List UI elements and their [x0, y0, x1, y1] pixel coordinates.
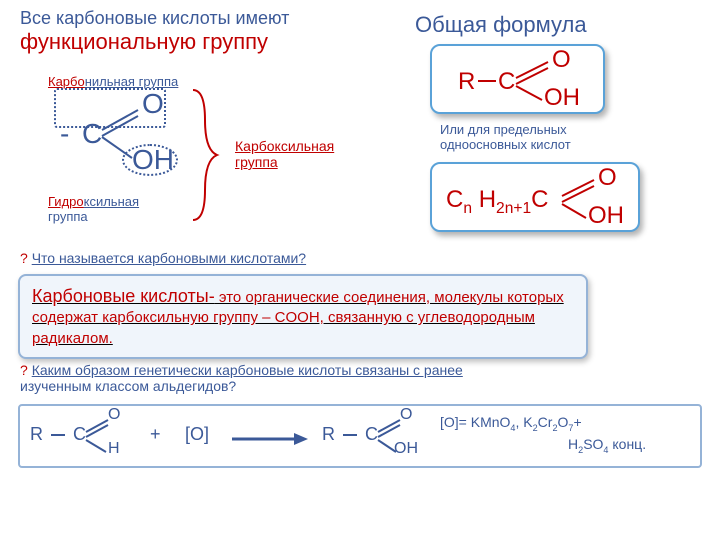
q1-mark: ?	[20, 250, 32, 266]
rxn-acid-bonds-icon	[370, 410, 420, 460]
note2-h: H	[568, 436, 578, 452]
arrow-icon	[230, 430, 308, 453]
note-o: O	[558, 414, 569, 430]
general-formula-title: Общая формула	[415, 12, 587, 38]
reaction-box: R C O H + [O] R C O OH [O]= KMnO4, K2Cr2…	[18, 404, 702, 468]
definition-box: Карбоновые кислоты- это органические сое…	[18, 274, 588, 359]
rxn-oxidant: [O]	[185, 424, 209, 445]
carboxyl-line2: группа	[235, 154, 334, 170]
saturated-note: Или для предельных одноосновных кислот	[440, 122, 571, 152]
q2-text2: изученным классом альдегидов?	[20, 378, 463, 394]
hydroxyl-dashed-oval	[122, 144, 178, 176]
note-cr: Cr	[538, 414, 553, 430]
hydroxyl-label: Гидроксильная группа	[48, 194, 139, 224]
heading-line1: Все карбоновые кислоты имеют	[20, 8, 289, 29]
rxn-bond-icon	[51, 434, 65, 436]
rxn-r1: R	[30, 424, 43, 444]
note-kmno: [O]= KMnO	[440, 414, 510, 430]
carboxyl-line1: Карбоксильная	[235, 138, 334, 154]
carbonyl-label: Карбонильная группа	[48, 74, 178, 89]
oxidant-note: [O]= KMnO4, K2Cr2O7+	[440, 414, 582, 433]
brace-icon	[185, 80, 225, 230]
def-lead: Карбоновые кислоты-	[32, 286, 215, 306]
hydroxyl-line2: группа	[48, 209, 139, 224]
hydroxyl-lead: Гидро	[48, 194, 84, 209]
heading-line2: функциональную группу	[20, 29, 289, 55]
question-2: ? Каким образом генетически карбоновые к…	[20, 362, 463, 394]
formula-box-1: R C O OH	[430, 44, 605, 114]
f2-bonds-icon	[432, 164, 642, 234]
oxidant-note-line2: H2SO4 конц.	[568, 436, 646, 455]
f1-bonds-icon	[432, 46, 607, 116]
carbonyl-dashed-box	[54, 88, 166, 128]
left-structure: - C O OH	[50, 92, 200, 182]
rxn-aldehyde-bonds-icon	[78, 410, 128, 460]
hydroxyl-tail: ксильная	[84, 194, 139, 209]
carboxyl-label: Карбоксильная группа	[235, 138, 334, 170]
rxn-plus: +	[150, 424, 161, 445]
rxn-bond2-icon	[343, 434, 357, 436]
note-line2: одноосновных кислот	[440, 137, 571, 152]
carbonyl-lead: Карбо	[48, 74, 85, 89]
note-plus: +	[573, 414, 581, 430]
note-line1: Или для предельных	[440, 122, 571, 137]
note2-so: SO	[583, 436, 603, 452]
note-k: , K	[515, 414, 532, 430]
formula-box-2: Сn H2n+1C O OH	[430, 162, 640, 232]
q2-text1: Каким образом генетически карбоновые кис…	[32, 362, 463, 378]
question-1: ? Что называется карбоновыми кислотами?	[20, 250, 306, 266]
note2-konc: конц.	[608, 436, 646, 452]
carbonyl-tail: нильная группа	[85, 74, 179, 89]
q2-mark: ?	[20, 362, 32, 378]
rxn-r2: R	[322, 424, 335, 444]
heading: Все карбоновые кислоты имеют функциональ…	[20, 8, 289, 55]
q1-text: Что называется карбоновыми кислотами?	[32, 250, 306, 266]
